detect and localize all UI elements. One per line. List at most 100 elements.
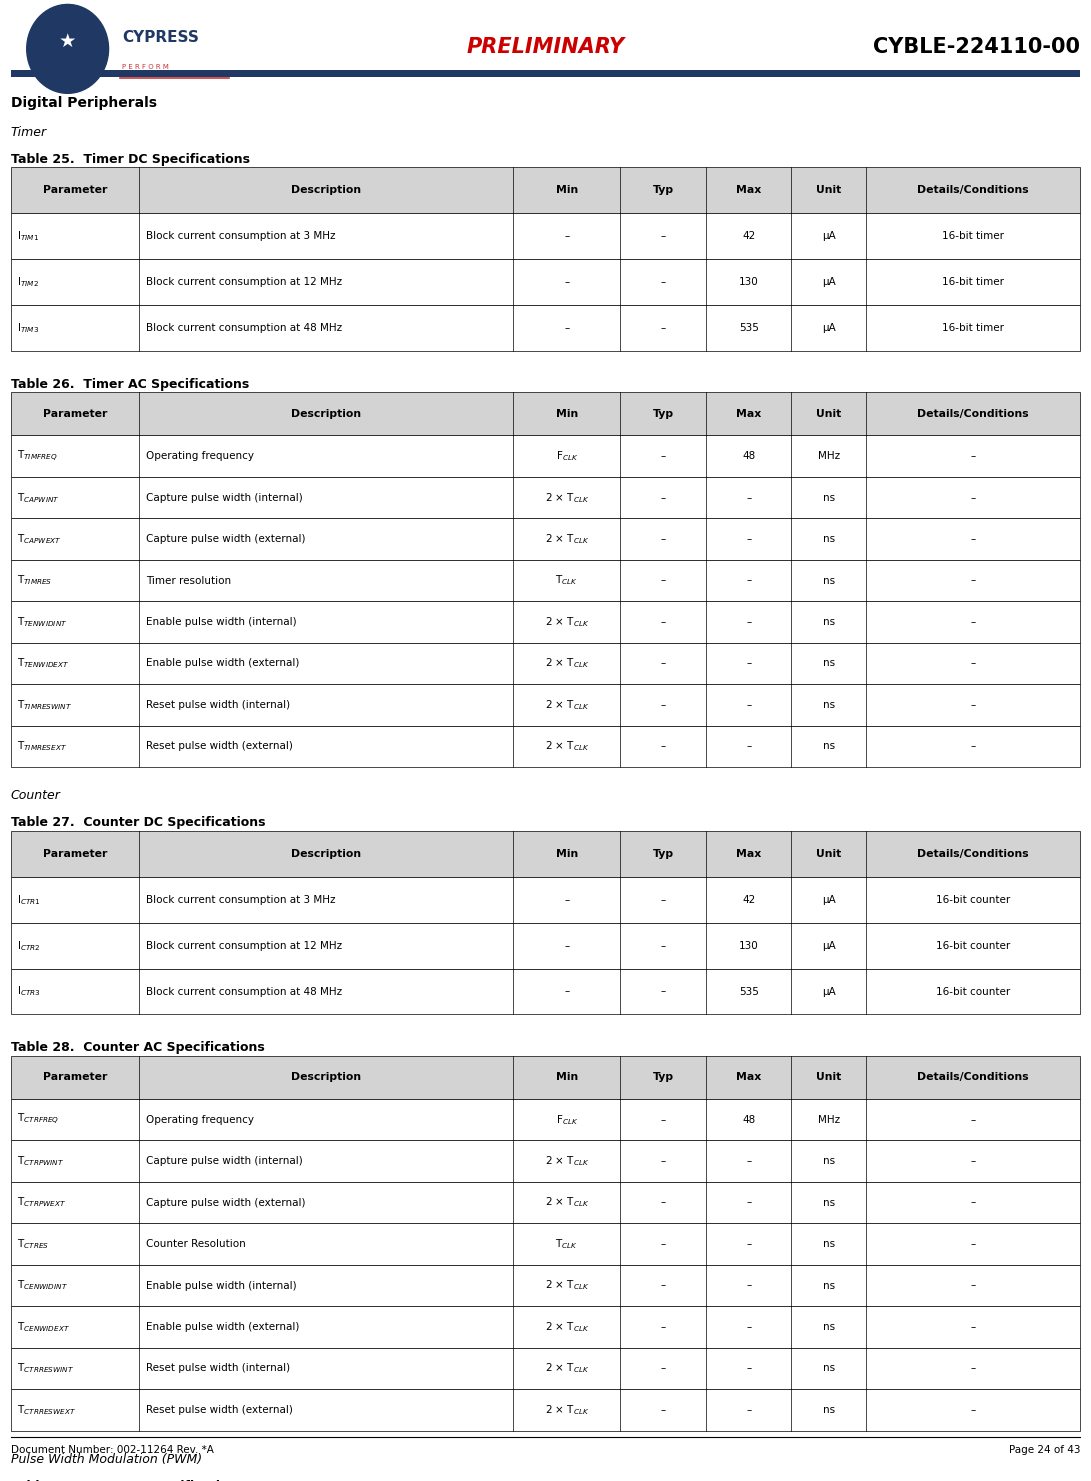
Text: I$_{TIM2}$: I$_{TIM2}$ bbox=[17, 275, 39, 289]
Text: 42: 42 bbox=[742, 895, 755, 905]
FancyBboxPatch shape bbox=[11, 305, 1080, 351]
Text: ns: ns bbox=[823, 1405, 835, 1414]
Text: T$_{CENWIDINT}$: T$_{CENWIDINT}$ bbox=[17, 1278, 69, 1293]
Text: –: – bbox=[971, 1405, 975, 1414]
FancyBboxPatch shape bbox=[11, 259, 1080, 305]
Text: Page 24 of 43: Page 24 of 43 bbox=[1008, 1445, 1080, 1456]
Text: 2 × T$_{CLK}$: 2 × T$_{CLK}$ bbox=[544, 615, 589, 629]
Text: –: – bbox=[660, 895, 666, 905]
Text: Document Number: 002-11264 Rev. *A: Document Number: 002-11264 Rev. *A bbox=[11, 1445, 214, 1456]
Text: –: – bbox=[660, 452, 666, 461]
FancyBboxPatch shape bbox=[11, 518, 1080, 560]
Text: –: – bbox=[660, 940, 666, 951]
FancyBboxPatch shape bbox=[11, 70, 1080, 77]
Text: –: – bbox=[746, 659, 752, 668]
Text: –: – bbox=[746, 1281, 752, 1290]
Text: ns: ns bbox=[823, 659, 835, 668]
Text: –: – bbox=[971, 659, 975, 668]
Text: F$_{CLK}$: F$_{CLK}$ bbox=[555, 1112, 578, 1127]
Text: –: – bbox=[660, 1281, 666, 1290]
Text: Reset pulse width (internal): Reset pulse width (internal) bbox=[146, 1364, 290, 1373]
Text: Enable pulse width (external): Enable pulse width (external) bbox=[146, 659, 299, 668]
Text: –: – bbox=[971, 1240, 975, 1248]
FancyBboxPatch shape bbox=[11, 831, 1080, 877]
Text: CYBLE-224110-00: CYBLE-224110-00 bbox=[873, 37, 1080, 58]
Text: Timer: Timer bbox=[11, 126, 47, 139]
Text: Max: Max bbox=[736, 849, 762, 859]
Text: ns: ns bbox=[823, 1240, 835, 1248]
Text: 16-bit counter: 16-bit counter bbox=[936, 895, 1010, 905]
FancyBboxPatch shape bbox=[11, 560, 1080, 601]
Text: T$_{TENWIDEXT}$: T$_{TENWIDEXT}$ bbox=[17, 656, 70, 671]
Text: –: – bbox=[971, 535, 975, 544]
Text: Parameter: Parameter bbox=[43, 185, 107, 195]
Text: –: – bbox=[971, 576, 975, 585]
FancyBboxPatch shape bbox=[11, 1265, 1080, 1306]
Text: ns: ns bbox=[823, 1198, 835, 1207]
Text: Description: Description bbox=[291, 849, 361, 859]
Text: Timer resolution: Timer resolution bbox=[146, 576, 231, 585]
Text: Block current consumption at 12 MHz: Block current consumption at 12 MHz bbox=[146, 277, 341, 287]
Text: –: – bbox=[971, 1115, 975, 1124]
Text: ns: ns bbox=[823, 1157, 835, 1166]
Text: –: – bbox=[660, 659, 666, 668]
FancyBboxPatch shape bbox=[11, 435, 1080, 477]
Text: Block current consumption at 48 MHz: Block current consumption at 48 MHz bbox=[146, 323, 341, 333]
Text: –: – bbox=[971, 1198, 975, 1207]
Text: –: – bbox=[971, 493, 975, 502]
Text: ns: ns bbox=[823, 493, 835, 502]
Text: Details/Conditions: Details/Conditions bbox=[918, 185, 1029, 195]
Text: 130: 130 bbox=[739, 277, 758, 287]
Text: Min: Min bbox=[555, 185, 578, 195]
Text: –: – bbox=[971, 452, 975, 461]
Text: Parameter: Parameter bbox=[43, 409, 107, 419]
Text: MHz: MHz bbox=[818, 452, 840, 461]
Text: Unit: Unit bbox=[816, 185, 841, 195]
Text: –: – bbox=[660, 493, 666, 502]
Text: Block current consumption at 3 MHz: Block current consumption at 3 MHz bbox=[146, 231, 335, 241]
Text: Table 28.  Counter AC Specifications: Table 28. Counter AC Specifications bbox=[11, 1041, 265, 1054]
Text: T$_{TENWIDINT}$: T$_{TENWIDINT}$ bbox=[17, 615, 68, 629]
Text: Typ: Typ bbox=[652, 409, 673, 419]
Text: Parameter: Parameter bbox=[43, 849, 107, 859]
Text: 48: 48 bbox=[742, 452, 755, 461]
FancyBboxPatch shape bbox=[11, 392, 1080, 435]
Text: –: – bbox=[564, 231, 570, 241]
FancyBboxPatch shape bbox=[11, 477, 1080, 518]
Text: –: – bbox=[746, 1323, 752, 1331]
Text: Unit: Unit bbox=[816, 849, 841, 859]
Text: –: – bbox=[746, 1157, 752, 1166]
Ellipse shape bbox=[26, 4, 108, 93]
Text: ns: ns bbox=[823, 618, 835, 626]
Text: MHz: MHz bbox=[818, 1115, 840, 1124]
Text: –: – bbox=[660, 1323, 666, 1331]
Text: Typ: Typ bbox=[652, 185, 673, 195]
Text: Block current consumption at 3 MHz: Block current consumption at 3 MHz bbox=[146, 895, 335, 905]
Text: –: – bbox=[746, 1240, 752, 1248]
Text: µA: µA bbox=[822, 986, 836, 997]
Text: ns: ns bbox=[823, 576, 835, 585]
Text: Reset pulse width (external): Reset pulse width (external) bbox=[146, 1405, 292, 1414]
Text: ★: ★ bbox=[59, 33, 76, 50]
Text: –: – bbox=[660, 1198, 666, 1207]
FancyBboxPatch shape bbox=[11, 213, 1080, 259]
Text: Capture pulse width (external): Capture pulse width (external) bbox=[146, 1198, 305, 1207]
Text: Capture pulse width (internal): Capture pulse width (internal) bbox=[146, 493, 302, 502]
Text: 2 × T$_{CLK}$: 2 × T$_{CLK}$ bbox=[544, 490, 589, 505]
Text: Min: Min bbox=[555, 1072, 578, 1083]
Text: –: – bbox=[660, 576, 666, 585]
FancyBboxPatch shape bbox=[11, 1099, 1080, 1140]
FancyBboxPatch shape bbox=[11, 167, 1080, 213]
Text: 2 × T$_{CLK}$: 2 × T$_{CLK}$ bbox=[544, 1154, 589, 1169]
Text: T$_{CTRPWEXT}$: T$_{CTRPWEXT}$ bbox=[17, 1195, 67, 1210]
Text: T$_{TIMRES}$: T$_{TIMRES}$ bbox=[17, 573, 52, 588]
Text: I$_{TIM1}$: I$_{TIM1}$ bbox=[17, 230, 39, 243]
FancyBboxPatch shape bbox=[11, 877, 1080, 923]
Text: –: – bbox=[746, 1364, 752, 1373]
Text: Capture pulse width (external): Capture pulse width (external) bbox=[146, 535, 305, 544]
Text: T$_{TIMRESWINT}$: T$_{TIMRESWINT}$ bbox=[17, 698, 73, 712]
Text: P E R F O R M: P E R F O R M bbox=[122, 64, 169, 70]
Text: Table 27.  Counter DC Specifications: Table 27. Counter DC Specifications bbox=[11, 816, 265, 829]
Text: Digital Peripherals: Digital Peripherals bbox=[11, 96, 157, 110]
Text: Details/Conditions: Details/Conditions bbox=[918, 409, 1029, 419]
